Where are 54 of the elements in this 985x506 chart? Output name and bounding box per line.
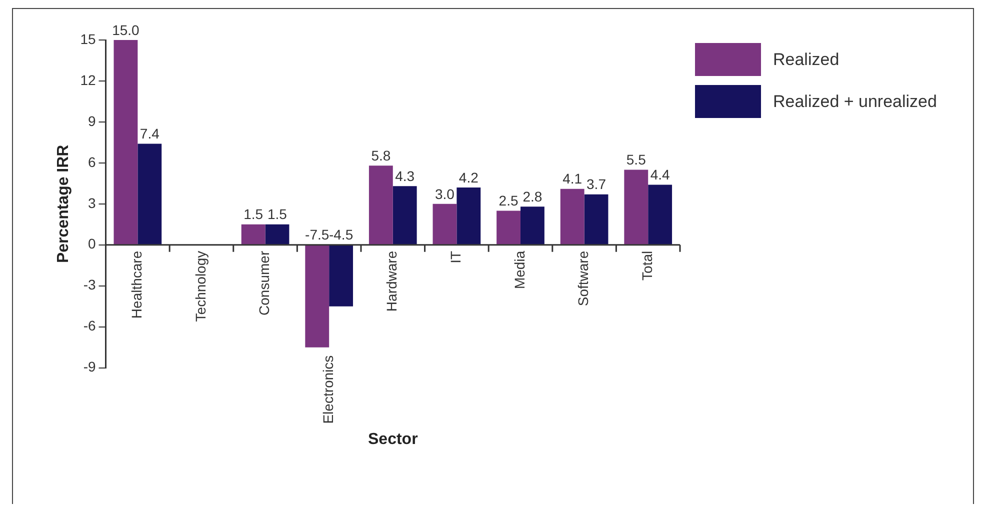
bar: [241, 224, 266, 244]
bar: [456, 188, 481, 244]
bar: [624, 170, 648, 244]
bar: [368, 166, 393, 244]
legend-label: Realized: [773, 50, 840, 70]
y-tick-label: 15: [80, 30, 96, 47]
x-tick-label: Software: [575, 250, 592, 306]
bar: [265, 224, 290, 244]
bar: [584, 194, 608, 244]
x-tick-label: Healthcare: [128, 250, 145, 319]
bar: [392, 186, 417, 244]
bar: [432, 204, 457, 244]
data-label: 7.4: [140, 126, 160, 142]
data-label: 5.5: [626, 152, 646, 168]
data-label: 3.0: [434, 186, 455, 202]
bar: [329, 245, 354, 306]
data-label: 2.5: [498, 192, 518, 209]
x-tick-label: Media: [511, 250, 528, 290]
x-tick-label: Total: [638, 250, 655, 280]
data-label: 5.8: [371, 148, 391, 164]
x-tick-label: Technology: [192, 250, 208, 322]
data-label: -7.5: [305, 226, 330, 243]
bar: [138, 144, 162, 244]
x-tick-label: Electronics: [320, 355, 336, 424]
x-axis-title: Sector: [368, 430, 418, 448]
bar: [305, 245, 330, 348]
x-tick-label: IT: [448, 250, 464, 264]
data-label: 4.3: [395, 168, 415, 184]
data-label: 4.2: [458, 169, 479, 186]
y-tick-label: 9: [88, 112, 96, 129]
bar: [560, 188, 584, 244]
bar: [648, 184, 672, 244]
bar: [496, 210, 520, 244]
y-tick-label: 3: [88, 194, 96, 211]
y-axis-title: Percentage IRR: [55, 144, 72, 264]
data-label: 2.8: [522, 188, 542, 204]
bar: [520, 206, 544, 244]
data-label: 4.1: [562, 170, 582, 187]
data-label: 4.4: [650, 166, 670, 183]
data-label: -4.5: [328, 226, 354, 243]
legend-label: Realized + unrealized: [773, 92, 937, 112]
y-tick-label: 6: [88, 154, 96, 170]
y-tick-label: 0: [88, 236, 96, 252]
y-tick-label: -6: [83, 318, 96, 334]
y-tick-label: 12: [80, 72, 96, 88]
bar: [114, 40, 138, 244]
y-tick-label: -3: [83, 276, 96, 293]
x-tick-label: Hardware: [384, 250, 400, 312]
y-tick-label: -9: [83, 358, 96, 375]
data-label: 1.5: [268, 206, 288, 222]
data-label: 3.7: [586, 176, 606, 192]
data-label: 1.5: [244, 206, 264, 222]
x-tick-label: Consumer: [256, 250, 272, 316]
data-label: 15.0: [112, 22, 140, 38]
